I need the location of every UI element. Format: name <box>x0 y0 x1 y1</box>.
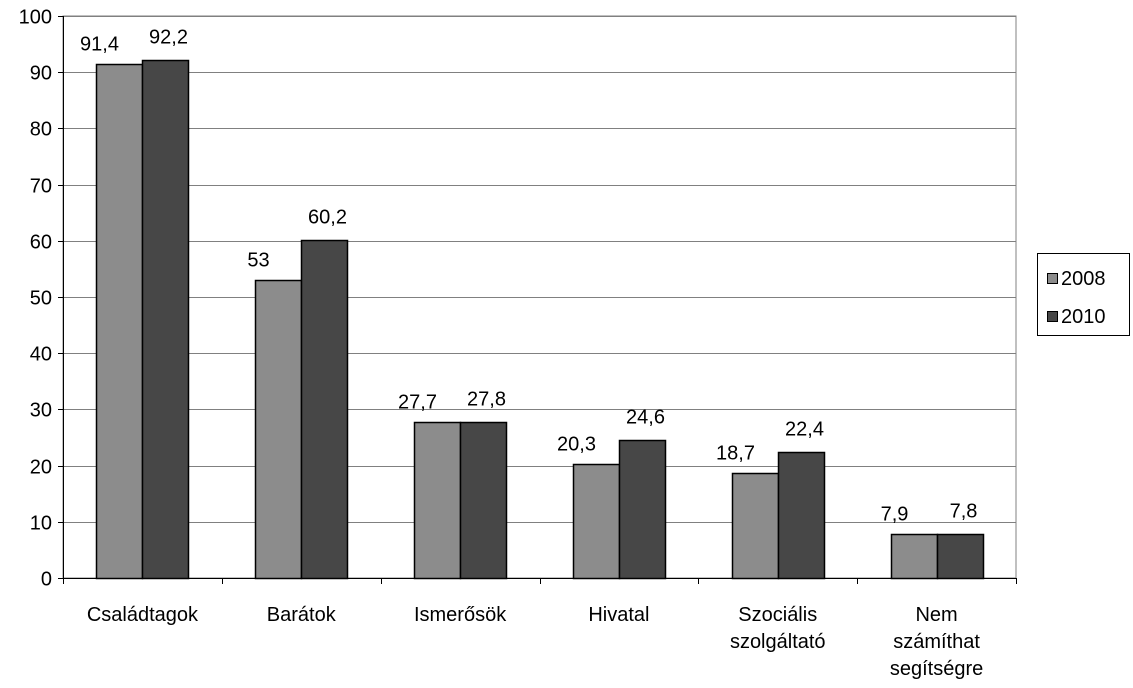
legend: 2008 2010 <box>1037 253 1130 336</box>
data-label: 24,6 <box>626 407 665 429</box>
data-label: 91,4 <box>80 34 119 56</box>
x-category-label: segítségre <box>890 658 983 680</box>
data-label: 27,8 <box>467 389 506 411</box>
x-category-label: Ismerősök <box>414 604 507 626</box>
legend-label: 2008 <box>1061 268 1106 290</box>
bar-2008 <box>254 279 303 580</box>
y-tick-label: 100 <box>19 7 52 29</box>
legend-label: 2010 <box>1061 306 1106 328</box>
bar-2008 <box>572 463 621 580</box>
data-label: 7,8 <box>950 501 978 523</box>
y-tick-label: 90 <box>30 63 52 85</box>
axes: 0 10 20 30 40 50 60 70 80 90 100 Családtagok Barátok… <box>19 7 1017 680</box>
data-label: 22,4 <box>785 419 824 441</box>
bar-2008 <box>413 421 462 580</box>
bar-2010 <box>141 59 190 580</box>
y-tick-label: 20 <box>30 457 52 479</box>
x-category-label: Szociális <box>738 604 817 626</box>
gridlines <box>62 15 1017 579</box>
bar-2010 <box>777 451 826 580</box>
legend-swatch-2010 <box>1047 311 1058 322</box>
data-label: 20,3 <box>557 434 596 456</box>
data-label: 27,7 <box>398 392 437 414</box>
x-category-label: szolgáltató <box>730 631 826 653</box>
y-tick-label: 70 <box>30 176 52 198</box>
bar-2010 <box>936 533 985 580</box>
bar-2010 <box>618 439 667 580</box>
y-tick-label: 0 <box>41 569 52 591</box>
y-tick-label: 80 <box>30 119 52 141</box>
bar-2008 <box>890 533 939 580</box>
data-label: 7,9 <box>881 504 909 526</box>
x-category-label: Hivatal <box>588 604 649 626</box>
y-tick-label: 50 <box>30 288 52 310</box>
bar-2008 <box>95 63 144 580</box>
y-tick-label: 60 <box>30 232 52 254</box>
data-label: 92,2 <box>149 27 188 49</box>
x-category-label: Nem <box>915 604 957 626</box>
x-category-label: számíthat <box>893 631 980 653</box>
data-label: 53 <box>247 250 269 272</box>
data-label: 60,2 <box>308 207 347 229</box>
y-tick-label: 10 <box>30 513 52 535</box>
bar-2010 <box>300 239 349 580</box>
x-category-label: Családtagok <box>87 604 199 626</box>
data-label: 18,7 <box>716 443 755 465</box>
y-tick-label: 40 <box>30 344 52 366</box>
x-category-label: Barátok <box>267 604 337 626</box>
legend-swatch-2008 <box>1047 273 1058 284</box>
bar-2010 <box>459 421 508 580</box>
data-labels: 91,4 92,2 53 60,2 27,7 27,8 20,3 24,6 18,7 22,4 7,… <box>80 27 977 526</box>
bar-2008 <box>731 472 780 580</box>
y-tick-label: 30 <box>30 400 52 422</box>
